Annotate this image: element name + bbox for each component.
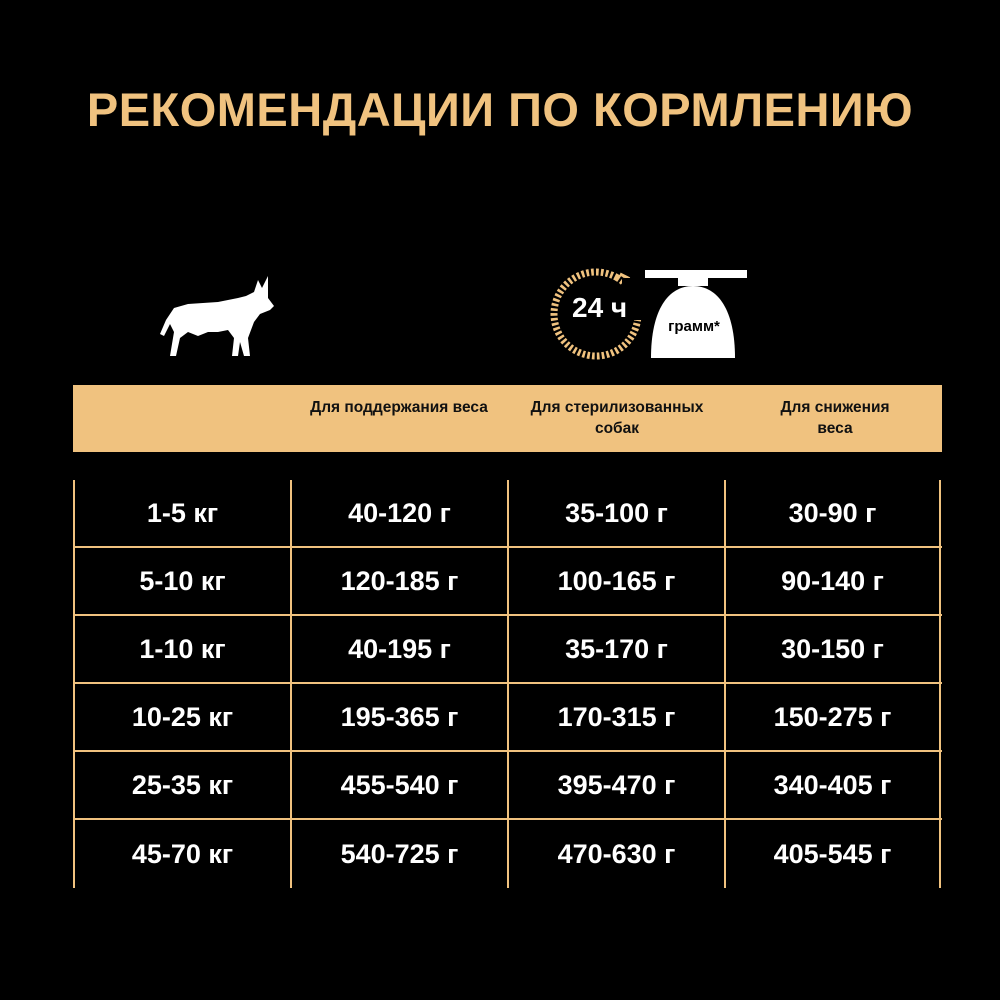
weight-cell: 5-10 кг — [73, 548, 290, 614]
maintenance-cell: 120-185 г — [290, 548, 507, 614]
table-header: Для поддержания веса Для стерилизованных… — [73, 385, 942, 452]
weight-cell: 1-10 кг — [73, 616, 290, 682]
table-row: 5-10 кг 120-185 г 100-165 г 90-140 г — [73, 548, 942, 616]
24h-clock-icon — [550, 268, 648, 360]
table-row: 10-25 кг 195-365 г 170-315 г 150-275 г — [73, 684, 942, 752]
header-maintenance: Для поддержания веса — [310, 399, 488, 416]
weight-loss-cell: 405-545 г — [724, 820, 941, 888]
weight-loss-cell: 340-405 г — [724, 752, 941, 818]
sterilized-cell: 35-100 г — [507, 480, 724, 546]
maintenance-cell: 40-120 г — [290, 480, 507, 546]
bowl-label: грамм* — [668, 318, 720, 335]
maintenance-cell: 455-540 г — [290, 752, 507, 818]
table-row: 45-70 кг 540-725 г 470-630 г 405-545 г — [73, 820, 942, 888]
table-row: 1-10 кг 40-195 г 35-170 г 30-150 г — [73, 616, 942, 684]
clock-label: 24 ч — [572, 292, 628, 323]
table-row: 25-35 кг 455-540 г 395-470 г 340-405 г — [73, 752, 942, 820]
feeding-table: 1-5 кг 40-120 г 35-100 г 30-90 г 5-10 кг 120-… — [73, 480, 942, 888]
sterilized-cell: 470-630 г — [507, 820, 724, 888]
weight-loss-cell: 30-90 г — [724, 480, 941, 546]
weight-loss-cell: 150-275 г — [724, 684, 941, 750]
table-row: 1-5 кг 40-120 г 35-100 г 30-90 г — [73, 480, 942, 548]
maintenance-cell: 195-365 г — [290, 684, 507, 750]
weight-cell: 10-25 кг — [73, 684, 290, 750]
sterilized-cell: 100-165 г — [507, 548, 724, 614]
sterilized-cell: 35-170 г — [507, 616, 724, 682]
weight-loss-cell: 30-150 г — [724, 616, 941, 682]
header-weight-loss: Для снижения веса — [780, 399, 890, 437]
dog-silhouette-icon — [160, 276, 274, 356]
maintenance-cell: 540-725 г — [290, 820, 507, 888]
weight-loss-cell: 90-140 г — [724, 548, 941, 614]
weight-cell: 1-5 кг — [73, 480, 290, 546]
weight-cell: 45-70 кг — [73, 820, 290, 888]
weight-cell: 25-35 кг — [73, 752, 290, 818]
sterilized-cell: 395-470 г — [507, 752, 724, 818]
header-sterilized: Для стерилизованных собак — [530, 399, 704, 437]
maintenance-cell: 40-195 г — [290, 616, 507, 682]
sterilized-cell: 170-315 г — [507, 684, 724, 750]
food-bowl-icon — [645, 270, 747, 358]
page-title: РЕКОМЕНДАЦИИ ПО КОРМЛЕНИЮ — [86, 83, 914, 136]
